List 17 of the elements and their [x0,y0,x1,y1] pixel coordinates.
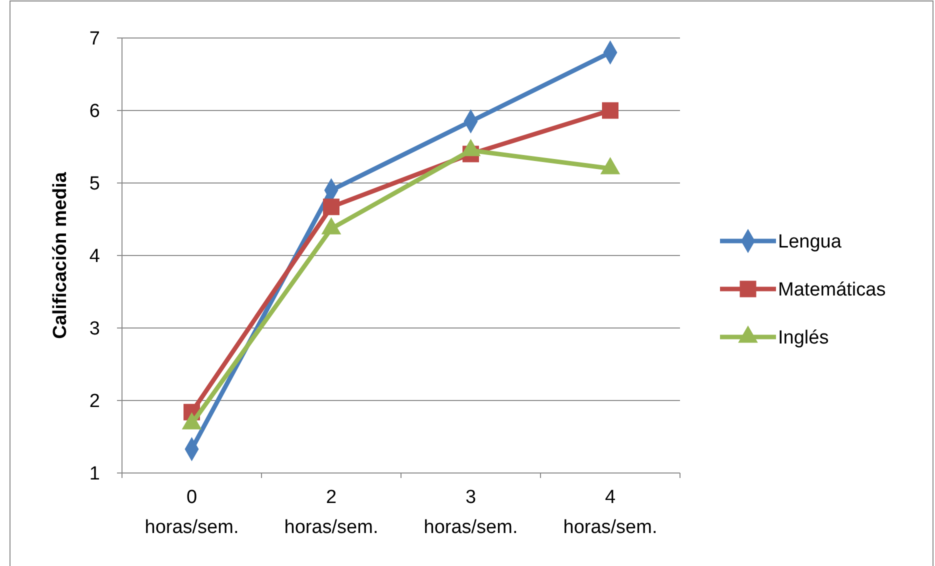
y-axis-title: Calificación media [50,172,71,339]
y-tick-label: 1 [89,464,100,485]
x-tick-label: 2 horas/sem. [284,487,378,538]
y-tick-label: 7 [89,28,100,50]
legend-label: Inglés [778,328,829,349]
y-tick-label: 5 [89,174,100,195]
legend-label: Lengua [778,232,842,253]
point [602,102,618,119]
x-tick-label: 4 horas/sem. [563,487,658,538]
point [323,198,340,216]
y-tick-label: 4 [89,246,100,268]
x-tick-label: 3 horas/sem. [424,487,518,538]
y-tick-label: 2 [89,391,100,412]
legend-label: Matemáticas [778,280,886,301]
y-tick-label: 6 [89,101,100,122]
x-tick-label: 0 horas/sem. [144,487,239,538]
y-tick-label: 3 [89,318,100,340]
